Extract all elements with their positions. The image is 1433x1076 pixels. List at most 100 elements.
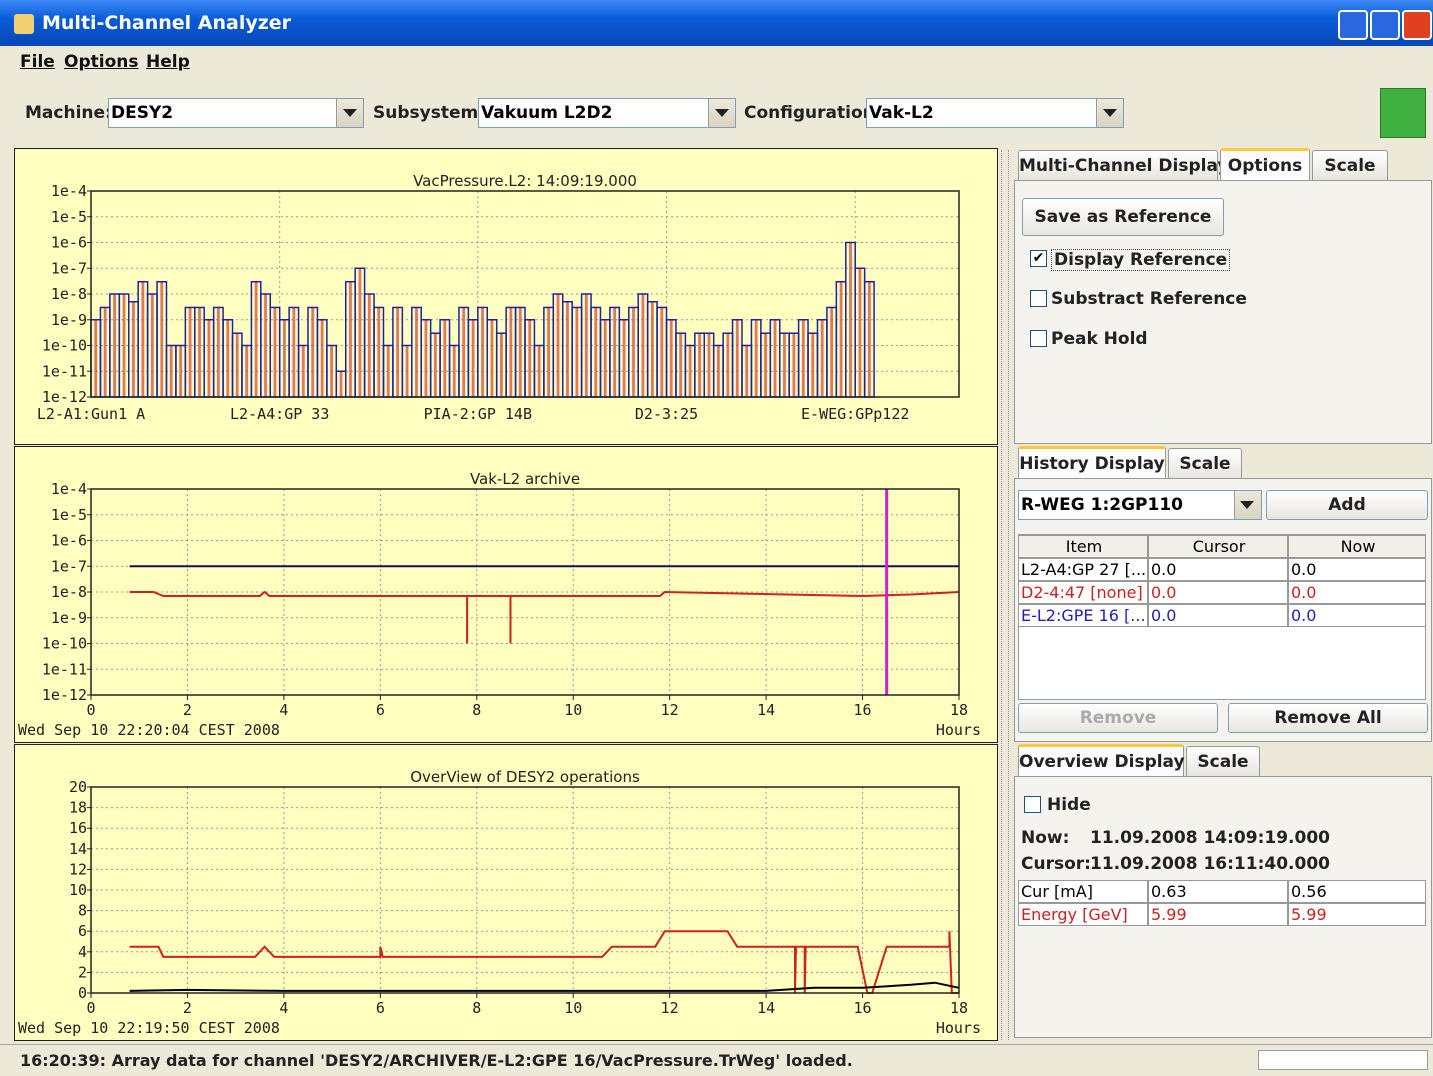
menu-options[interactable]: Options	[64, 52, 139, 72]
x-tick-label: 6	[376, 701, 385, 719]
status-text: 16:20:39: Array data for channel 'DESY2/…	[20, 1051, 853, 1070]
save-reference-button[interactable]: Save as Reference	[1022, 198, 1224, 236]
checkbox[interactable]: ✔	[1030, 250, 1047, 267]
reference-bar	[641, 294, 645, 397]
tab[interactable]: Multi-Channel Display	[1018, 150, 1228, 181]
reference-bar	[716, 345, 720, 397]
reference-bar	[754, 319, 758, 397]
plot-frame	[90, 786, 960, 994]
tab[interactable]: History Display	[1018, 446, 1166, 479]
reference-bar	[632, 307, 635, 397]
reference-bar	[830, 307, 834, 397]
reference-bar	[745, 345, 749, 397]
x-tick-label: E-WEG:GPp122	[801, 405, 909, 423]
reference-bar	[773, 319, 777, 397]
status-icon[interactable]	[1380, 88, 1426, 138]
reference-bar	[622, 319, 626, 397]
reference-bar	[396, 307, 400, 397]
reference-bar	[528, 319, 532, 397]
reference-bar	[377, 307, 381, 397]
tab[interactable]: Scale	[1168, 448, 1242, 479]
reference-bar	[669, 319, 673, 397]
x-tick-label: 2	[183, 701, 192, 719]
reference-bar	[462, 307, 466, 397]
combo-arrow	[1240, 501, 1254, 509]
series-line	[129, 590, 960, 644]
menu-help[interactable]: Help	[146, 52, 190, 72]
reference-bar	[198, 307, 201, 397]
window-title: Multi-Channel Analyzer	[42, 12, 292, 34]
x-tick-label: 0	[86, 701, 95, 719]
hide-checkbox[interactable]	[1024, 796, 1041, 813]
channel-combo[interactable]: R-WEG 1:2GP110	[1018, 490, 1262, 520]
configuration-label: Configuration:	[744, 103, 882, 123]
title-bar: Multi-Channel Analyzer	[0, 0, 1433, 46]
reference-bar	[783, 333, 786, 397]
chart-panel: Vak-L2 archive 1e-4 1e-5 1e-6 1e-7 1e-8 1e-9 1e…	[14, 446, 998, 743]
x-tick-label: L2-A1:Gun1 A	[37, 405, 145, 423]
progress-bar	[1258, 1050, 1428, 1070]
x-axis-label: Hours	[936, 1019, 981, 1037]
checkbox[interactable]	[1030, 290, 1047, 307]
tab[interactable]: Overview Display	[1018, 744, 1185, 777]
table-cell: 0.0	[1288, 581, 1426, 604]
minimize-button[interactable]	[1338, 10, 1368, 40]
add-button[interactable]: Add	[1266, 490, 1428, 520]
chart-panel: OverView of DESY2 operations 0 2 4 6 8 10 12 14 1…	[14, 744, 998, 1041]
table-cell: 5.99	[1148, 903, 1288, 926]
reference-bar	[481, 307, 484, 397]
maximize-button[interactable]	[1370, 10, 1400, 40]
cursor-value: 11.09.2008 16:11:40.000	[1090, 854, 1330, 874]
y-tick-label: 1e-11	[42, 660, 87, 678]
y-tick-label: 1e-11	[42, 362, 87, 380]
y-tick-label: 18	[69, 799, 87, 817]
x-tick-label: 10	[564, 999, 582, 1017]
tab[interactable]: Scale	[1186, 746, 1260, 777]
reference-bar	[490, 319, 494, 397]
table-cell: E-L2:GPE 16 [...	[1018, 604, 1148, 627]
table-cell: 0.0	[1288, 558, 1426, 581]
x-tick-label: 18	[950, 701, 968, 719]
x-tick-label: 4	[279, 999, 288, 1017]
now-label: Now:	[1021, 828, 1070, 848]
tab[interactable]: Options	[1220, 148, 1310, 181]
channel-value: R-WEG 1:2GP110	[1021, 495, 1183, 515]
chart-title: VacPressure.L2: 14:09:19.000	[413, 172, 637, 190]
reference-bar	[94, 319, 98, 397]
y-tick-label: 12	[69, 860, 87, 878]
remove-button[interactable]: Remove	[1018, 703, 1218, 733]
reference-bar	[858, 268, 862, 397]
subsystem-combo[interactable]: Vakuum L2D2	[478, 98, 736, 128]
table-cell: Cur [mA]	[1018, 880, 1148, 903]
reference-bar	[330, 345, 334, 397]
x-tick-label: PIA-2:GP 14B	[424, 405, 532, 423]
reference-bar	[386, 345, 390, 397]
tab[interactable]: Scale	[1312, 150, 1388, 181]
chart-title: Vak-L2 archive	[470, 470, 580, 488]
close-button[interactable]	[1402, 10, 1432, 40]
reference-bar	[811, 333, 815, 397]
reference-bar	[801, 319, 805, 397]
remove-all-button[interactable]: Remove All	[1228, 703, 1428, 733]
machine-value: DESY2	[111, 103, 174, 123]
y-tick-label: 1e-12	[42, 388, 87, 406]
y-tick-label: 6	[78, 922, 87, 940]
chart: VacPressure.L2: 14:09:19.000 1e-4 1e-5 1e-6…	[37, 172, 960, 423]
reference-bar	[726, 333, 730, 397]
x-tick-label: 16	[854, 701, 872, 719]
x-tick-label: 10	[564, 701, 582, 719]
hide-label: Hide	[1047, 795, 1091, 815]
reference-bar	[518, 307, 522, 397]
x-tick-label: 12	[661, 999, 679, 1017]
table-cell: 0.56	[1288, 880, 1426, 903]
menu-file[interactable]: File	[20, 52, 55, 72]
checkbox[interactable]	[1030, 330, 1047, 347]
y-tick-label: 1e-10	[42, 337, 87, 355]
splitter[interactable]	[1001, 150, 1009, 1040]
reference-bar	[235, 333, 239, 397]
checkbox-label: Peak Hold	[1051, 329, 1148, 349]
configuration-combo[interactable]: Vak-L2	[866, 98, 1124, 128]
x-axis-label: Hours	[936, 721, 981, 739]
reference-bar	[471, 319, 475, 397]
machine-combo[interactable]: DESY2	[108, 98, 364, 128]
